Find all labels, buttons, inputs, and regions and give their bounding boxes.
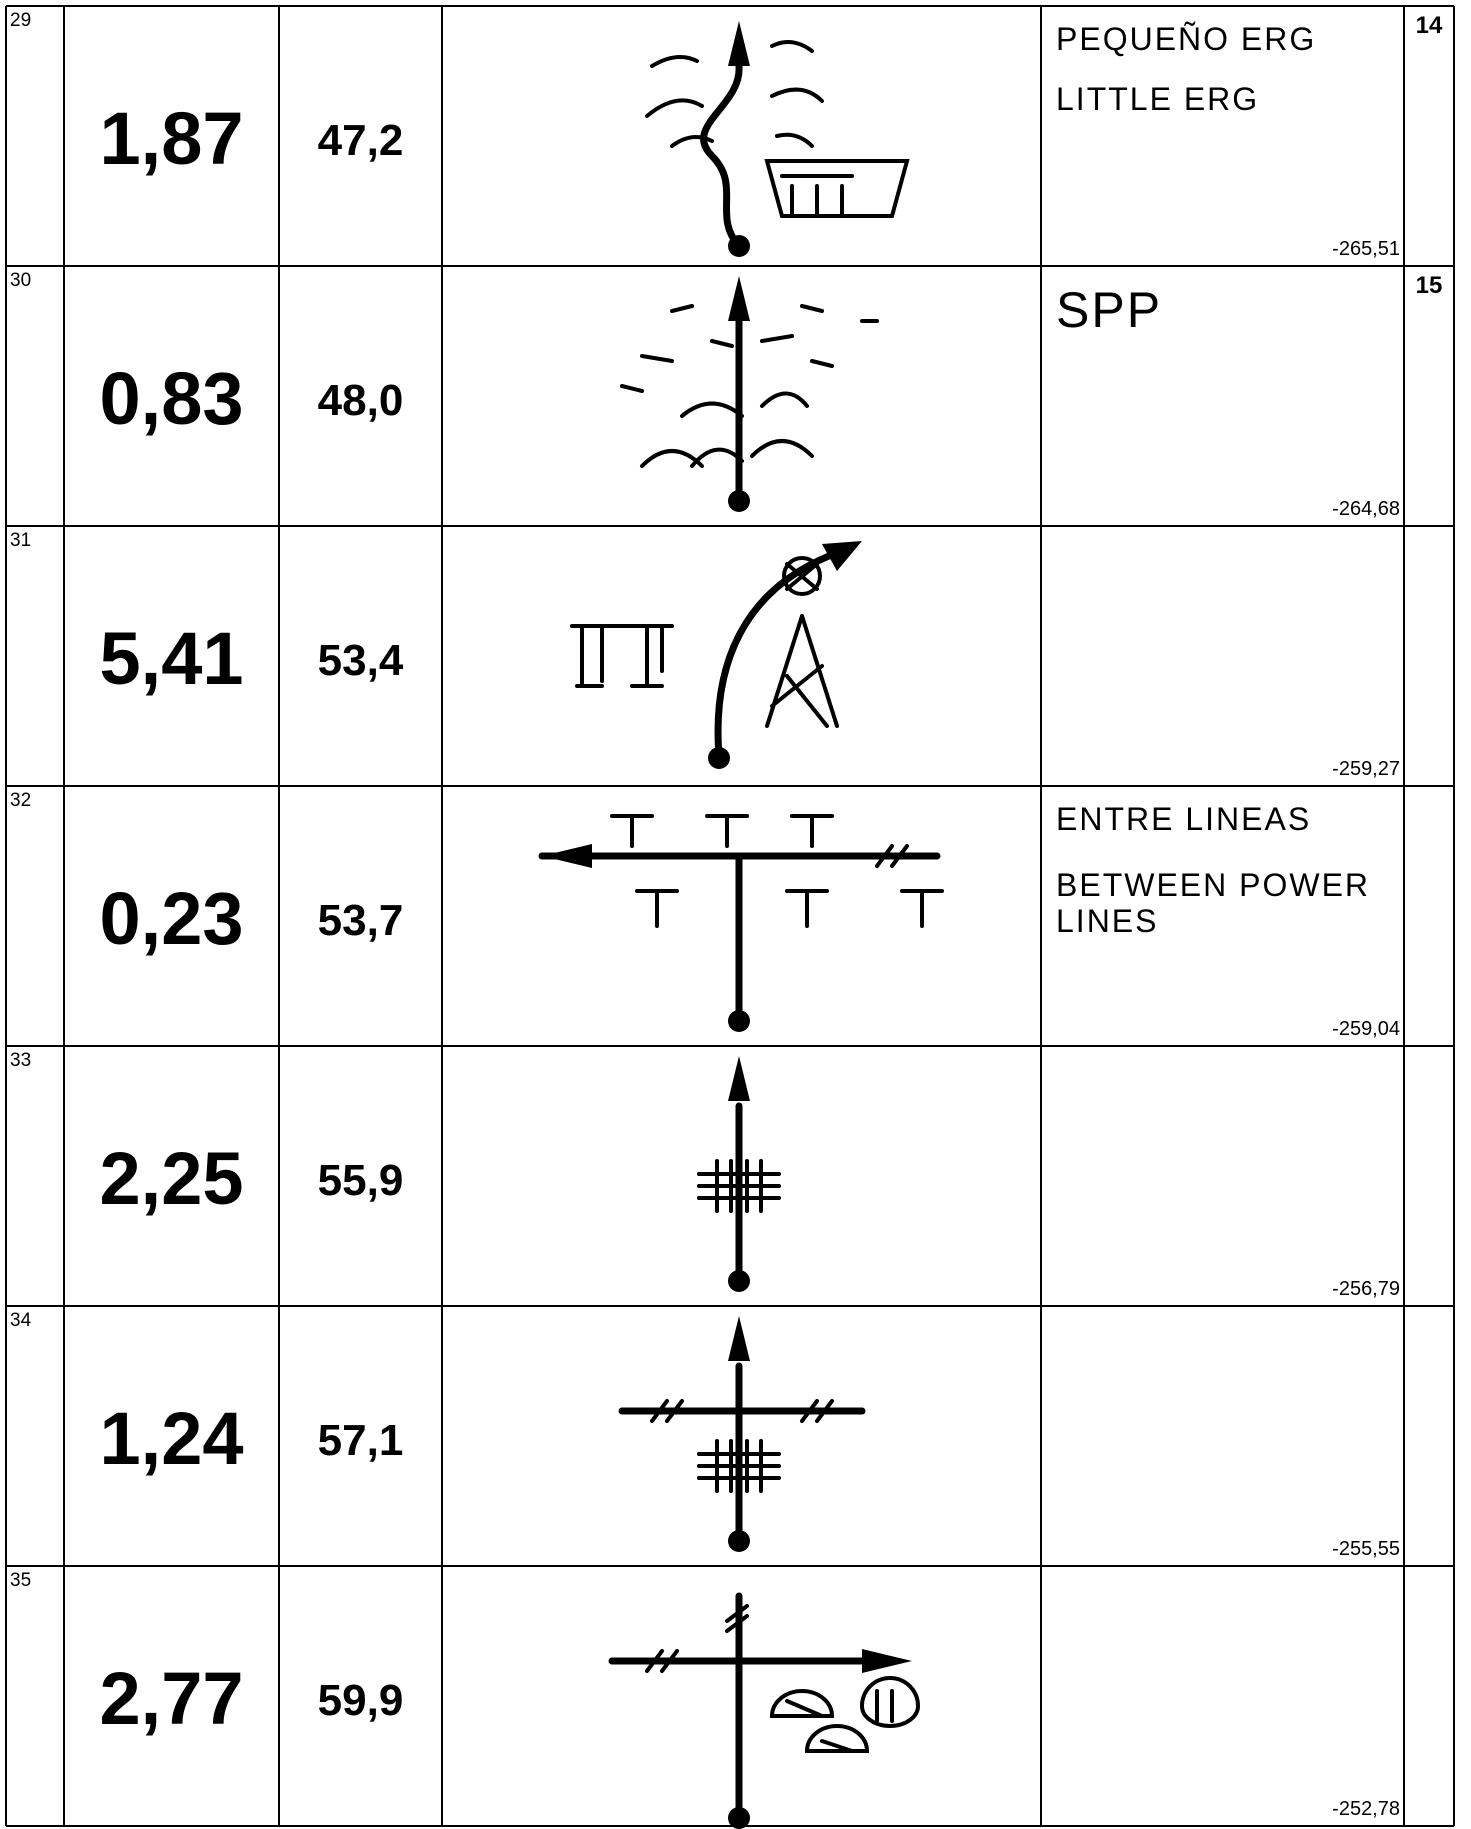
sketch-stroke bbox=[728, 1270, 750, 1292]
total-distance: 59,9 bbox=[279, 1676, 442, 1726]
sketch-stroke bbox=[612, 816, 942, 926]
heading-value: -255,55 bbox=[1041, 1538, 1400, 1561]
sketch-stroke bbox=[542, 844, 592, 868]
heading-value: -259,04 bbox=[1041, 1018, 1400, 1041]
sketch-stroke bbox=[728, 21, 750, 66]
total-distance: 57,1 bbox=[279, 1416, 442, 1466]
sketch-stroke bbox=[728, 1530, 750, 1552]
row-index: 35 bbox=[10, 1570, 31, 1592]
partial-distance: 0,83 bbox=[64, 356, 279, 441]
roadbook-page: 29 1,8747,2 PEQUEÑO ERG LITTLE ERG -265,51 14… bbox=[0, 0, 1471, 1829]
box-number: 14 bbox=[1404, 12, 1454, 40]
note-line: ENTRE LINEAS bbox=[1056, 801, 1311, 838]
tulip-sketch bbox=[622, 276, 877, 512]
heading-value: -265,51 bbox=[1041, 238, 1400, 261]
tulip-sketch bbox=[572, 541, 862, 769]
tulip-sketch bbox=[542, 816, 942, 1032]
sketch-stroke bbox=[612, 1596, 882, 1816]
sketch-stroke bbox=[542, 856, 937, 1021]
tulip-sketch bbox=[647, 21, 907, 257]
partial-distance: 1,87 bbox=[64, 96, 279, 181]
row-index: 34 bbox=[10, 1310, 31, 1332]
sketch-stroke bbox=[572, 558, 837, 726]
partial-distance: 2,25 bbox=[64, 1136, 279, 1221]
partial-distance: 5,41 bbox=[64, 616, 279, 701]
sketch-stroke bbox=[647, 42, 907, 216]
sketch-stroke bbox=[728, 1316, 750, 1361]
row-index: 33 bbox=[10, 1050, 31, 1072]
row-index: 31 bbox=[10, 530, 31, 552]
note-line: LITTLE ERG bbox=[1056, 81, 1259, 118]
sketch-stroke bbox=[862, 1649, 912, 1673]
heading-value: -252,78 bbox=[1041, 1798, 1400, 1821]
row-index: 30 bbox=[10, 270, 31, 292]
heading-value: -256,79 bbox=[1041, 1278, 1400, 1301]
heading-value: -264,68 bbox=[1041, 498, 1400, 521]
sketch-stroke bbox=[728, 1807, 750, 1829]
sketch-stroke bbox=[647, 1606, 918, 1751]
sketch-stroke bbox=[708, 747, 730, 769]
note-line: SPP bbox=[1056, 281, 1162, 339]
sketch-stroke bbox=[728, 276, 750, 321]
tulip-sketch bbox=[699, 1056, 779, 1292]
partial-distance: 2,77 bbox=[64, 1656, 279, 1741]
sketch-stroke bbox=[728, 1056, 750, 1101]
sketch-stroke bbox=[728, 1010, 750, 1032]
tulip-sketch bbox=[622, 1316, 862, 1552]
total-distance: 47,2 bbox=[279, 116, 442, 166]
heading-value: -259,27 bbox=[1041, 758, 1400, 781]
total-distance: 48,0 bbox=[279, 376, 442, 426]
sketch-stroke bbox=[704, 46, 740, 246]
sketch-stroke bbox=[622, 306, 877, 466]
box-number: 15 bbox=[1404, 272, 1454, 300]
partial-distance: 1,24 bbox=[64, 1396, 279, 1481]
note-line: LINES bbox=[1056, 903, 1158, 940]
total-distance: 53,4 bbox=[279, 636, 442, 686]
sketch-stroke bbox=[718, 551, 842, 756]
sketch-stroke bbox=[728, 235, 750, 257]
row-index: 29 bbox=[10, 10, 31, 32]
row-index: 32 bbox=[10, 790, 31, 812]
partial-distance: 0,23 bbox=[64, 876, 279, 961]
sketch-stroke bbox=[728, 490, 750, 512]
total-distance: 53,7 bbox=[279, 896, 442, 946]
note-line: PEQUEÑO ERG bbox=[1056, 21, 1316, 58]
tulip-sketch bbox=[612, 1596, 918, 1829]
total-distance: 55,9 bbox=[279, 1156, 442, 1206]
note-line: BETWEEN POWER bbox=[1056, 867, 1370, 904]
